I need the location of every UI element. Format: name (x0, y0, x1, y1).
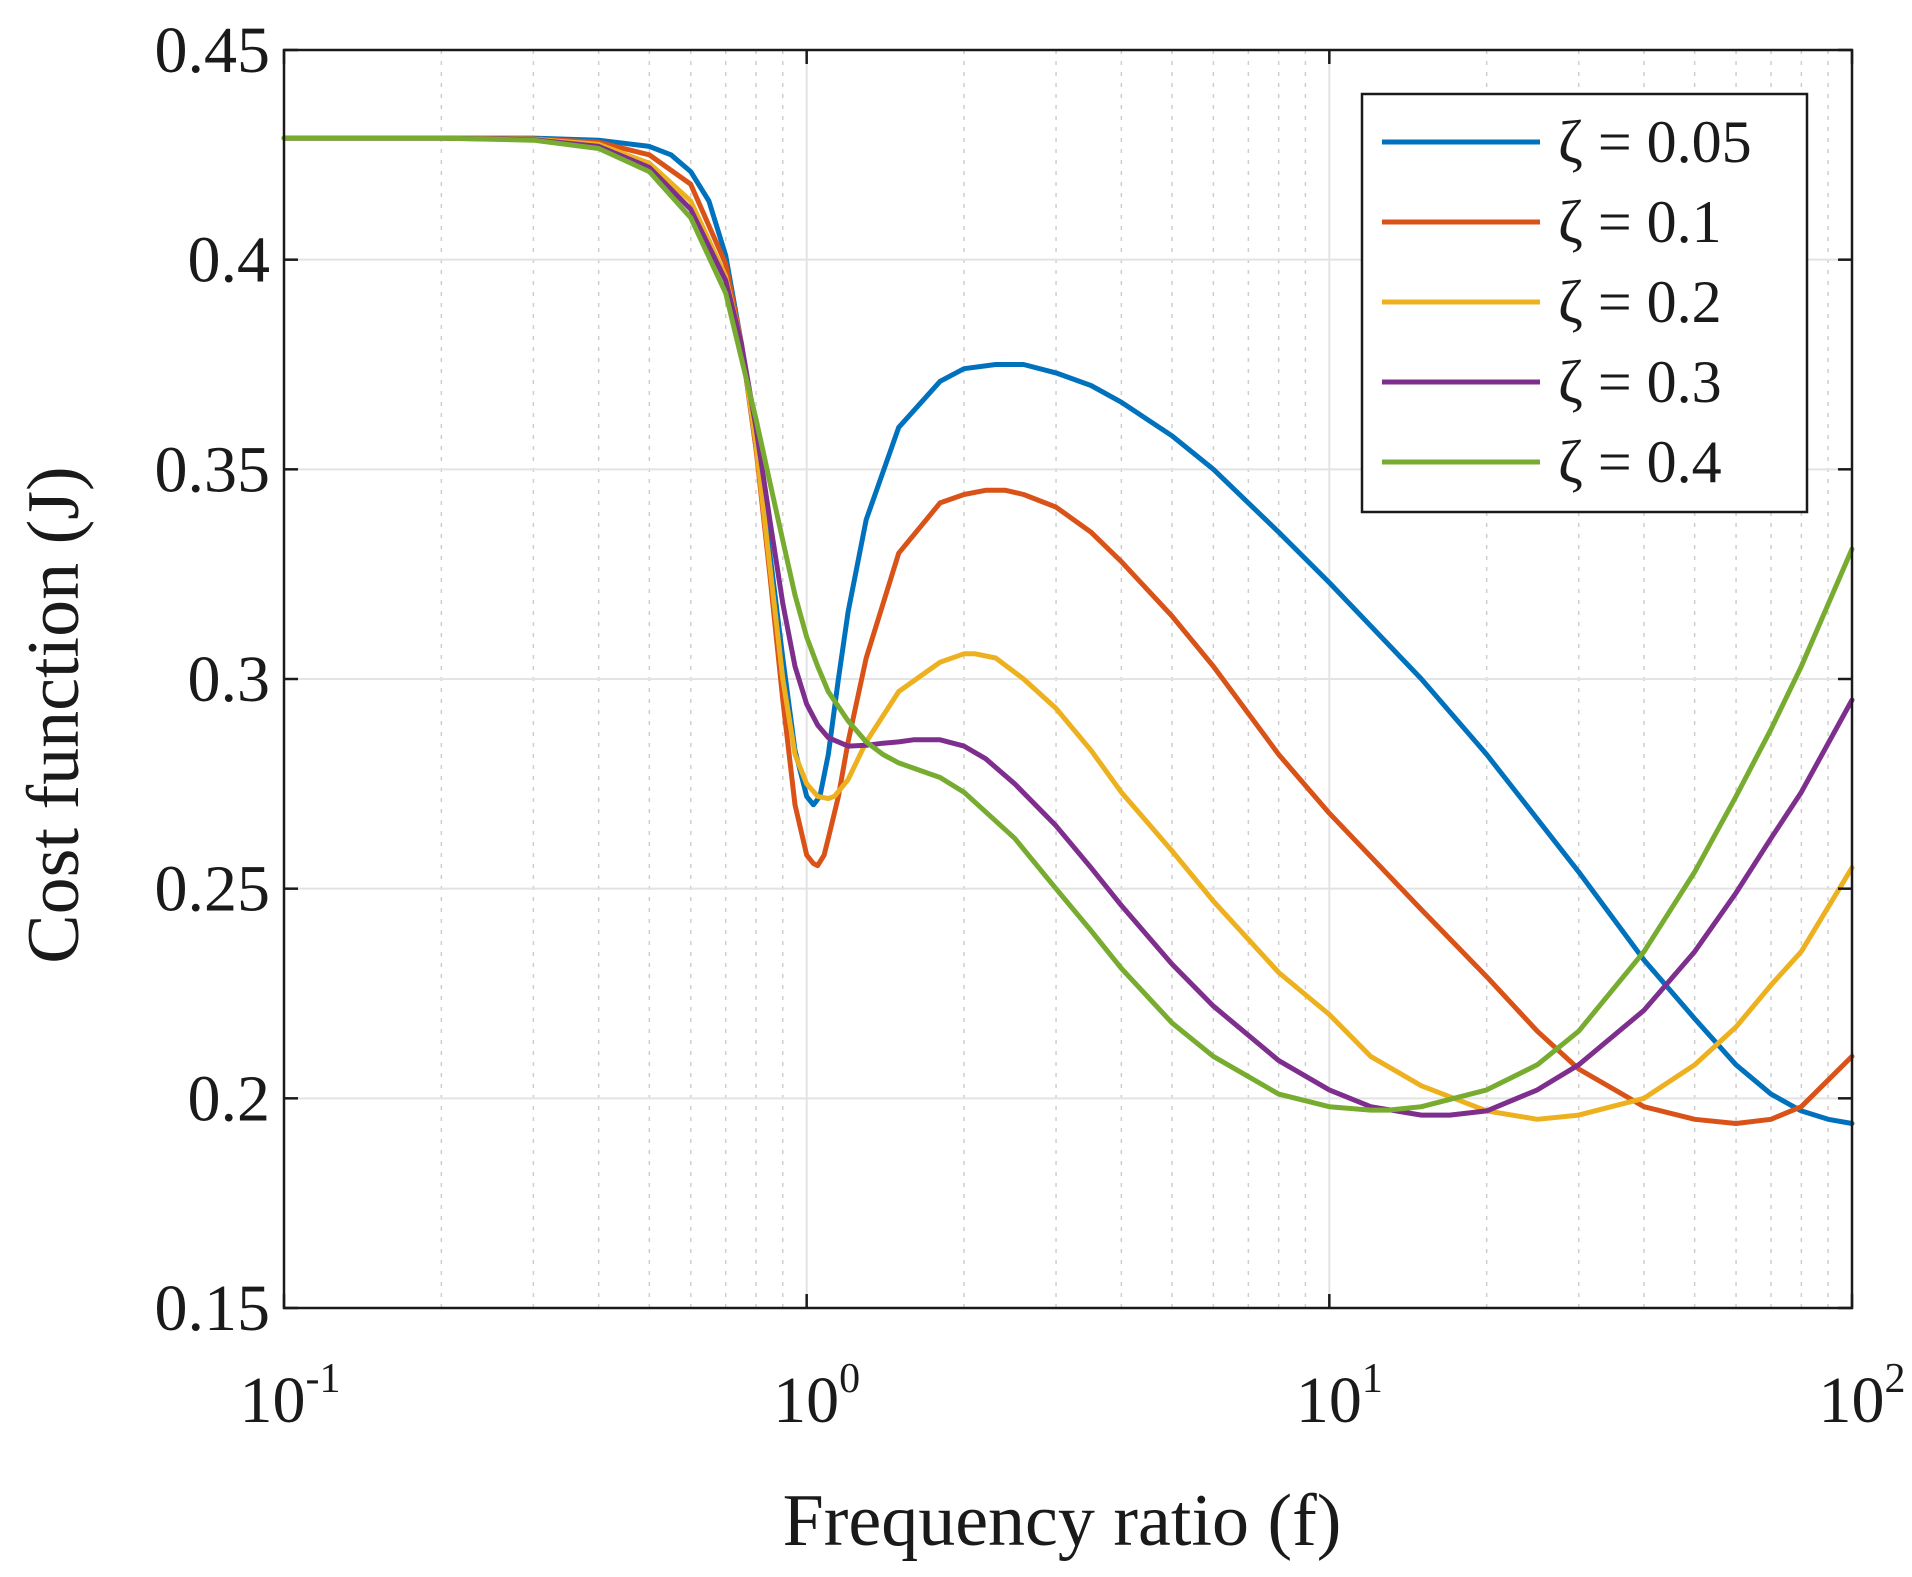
legend-label: ζ = 0.3 (1558, 349, 1722, 415)
legend-label: ζ = 0.2 (1558, 269, 1722, 335)
series-line-1 (281, 135, 1855, 1126)
axis-ticks: 0.15 0.2 0.25 0.3 0.35 0.4 0.45 10-1 100 101 102 (155, 14, 1906, 1437)
y-tick-label: 0.3 (188, 643, 271, 716)
y-axis-label: Cost function (J) (13, 466, 95, 963)
y-tick-label: 0.45 (155, 14, 271, 87)
x-axis-label: Frequency ratio (f) (783, 1480, 1342, 1562)
y-tick-label: 0.4 (188, 224, 271, 297)
legend-label: ζ = 0.4 (1558, 429, 1722, 495)
legend: ζ = 0.05 ζ = 0.1 ζ = 0.2 ζ = 0.3 ζ = 0.4 (1360, 92, 1809, 514)
y-tick-label: 0.15 (155, 1272, 271, 1345)
y-tick-label: 0.25 (155, 853, 271, 926)
series-line-4 (281, 135, 1855, 1118)
y-tick-label: 0.2 (188, 1062, 271, 1135)
y-tick-label: 0.35 (155, 433, 271, 506)
x-tick-label: 10-1 (240, 1356, 341, 1437)
x-tick-label: 102 (1819, 1356, 1906, 1437)
legend-label: ζ = 0.05 (1558, 109, 1752, 175)
x-tick-label: 101 (1296, 1356, 1383, 1437)
x-tick-label: 100 (773, 1356, 860, 1437)
legend-label: ζ = 0.1 (1558, 189, 1722, 255)
series-lines (281, 135, 1855, 1126)
series-line-5 (281, 135, 1855, 1113)
